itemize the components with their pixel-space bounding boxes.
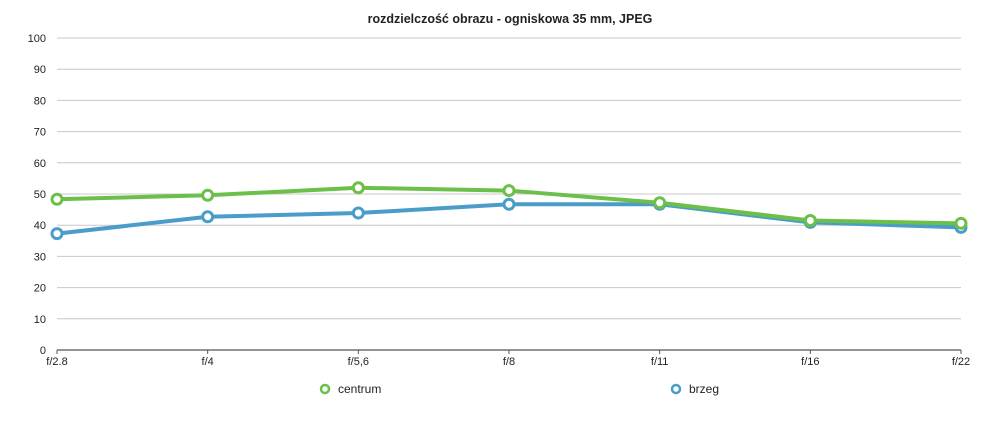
data-point-centrum [50, 192, 64, 206]
y-tick-label: 10 [34, 314, 46, 326]
legend-label: brzeg [689, 382, 719, 396]
x-tick-label: f/8 [503, 356, 515, 368]
y-tick-label: 100 [28, 33, 46, 45]
data-point-centrum [954, 216, 968, 230]
x-tick-label: f/22 [952, 356, 970, 368]
data-point-brzeg [50, 227, 64, 241]
y-tick-label: 30 [34, 251, 46, 263]
x-tick-label: f/11 [651, 356, 669, 368]
y-tick-label: 90 [34, 64, 46, 76]
data-point-centrum [201, 188, 215, 202]
legend-item-centrum: centrum [319, 382, 381, 396]
data-point-brzeg [201, 210, 215, 224]
x-axis: f/2.8 f/4 f/5,6 f/8 f/11 f/16 f/22 [46, 349, 970, 368]
gridlines [57, 37, 961, 320]
x-tick-label: f/4 [202, 356, 214, 368]
y-tick-label: 40 [34, 220, 46, 232]
data-point-centrum [351, 181, 365, 195]
data-point-brzeg [502, 197, 516, 211]
data-point-centrum [502, 184, 516, 198]
y-tick-label: 50 [34, 189, 46, 201]
x-tick-label: f/5,6 [348, 356, 369, 368]
legend-marker [319, 383, 331, 395]
legend-marker [670, 383, 682, 395]
data-point-centrum [803, 214, 817, 228]
y-tick-label: 60 [34, 158, 46, 170]
y-tick-label: 20 [34, 283, 46, 295]
series [50, 181, 968, 241]
legend-item-brzeg: brzeg [670, 382, 719, 396]
y-tick-label: 80 [34, 95, 46, 107]
legend-label: centrum [338, 382, 381, 396]
y-tick-label: 70 [34, 127, 46, 139]
legend: centrum brzeg [319, 382, 719, 396]
y-tick-label: 0 [40, 345, 46, 357]
data-point-centrum [653, 196, 667, 210]
x-tick-label: f/16 [801, 356, 819, 368]
data-point-brzeg [351, 206, 365, 220]
x-tick-label: f/2.8 [46, 356, 67, 368]
chart-title: rozdzielczość obrazu - ogniskowa 35 mm, … [368, 12, 653, 26]
y-axis: 0 10 20 30 40 50 60 70 80 90 100 [28, 33, 46, 357]
